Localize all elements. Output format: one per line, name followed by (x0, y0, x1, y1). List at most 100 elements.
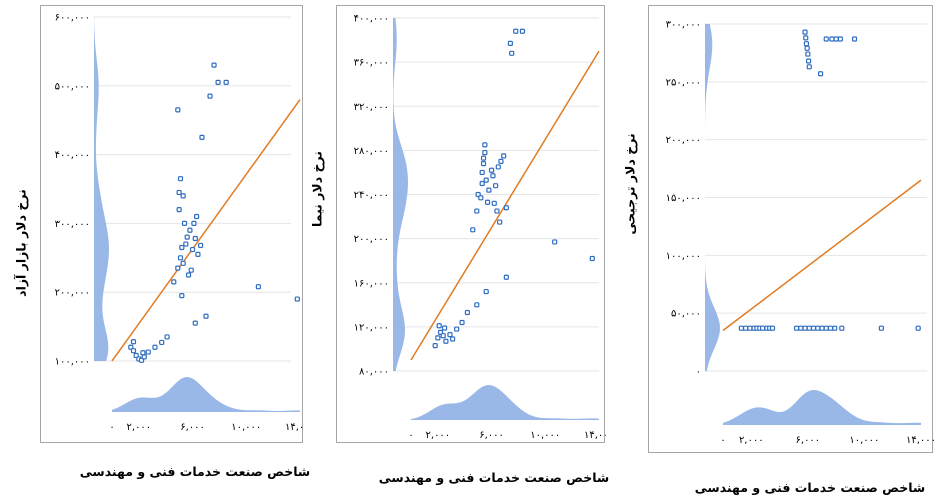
x-axis-label-nima: شاخص صنعت خدمات فنی و مهندسی (378, 470, 610, 485)
data-point (798, 325, 804, 331)
data-point (171, 279, 177, 285)
data-point (513, 28, 519, 34)
data-point (507, 40, 513, 46)
data-point (176, 189, 182, 196)
data-point (188, 267, 194, 273)
data-point (486, 187, 492, 193)
data-point (806, 64, 812, 70)
data-point (519, 28, 526, 34)
data-point (759, 325, 766, 331)
x-tick-label: ۶,۰۰۰ (180, 422, 205, 433)
data-point (484, 199, 491, 205)
data-point (832, 325, 838, 331)
x-density (112, 377, 300, 412)
x-tick-label: ۰ (109, 422, 114, 433)
data-point (829, 36, 835, 42)
data-point (803, 35, 809, 41)
data-point (207, 93, 213, 99)
data-point (839, 325, 845, 331)
data-point (479, 180, 485, 187)
y-tick-label: ۵۰,۰۰۰ (671, 309, 701, 320)
data-point (769, 325, 776, 331)
x-tick-label: ۱۰,۰۰۰ (530, 430, 560, 441)
data-point (833, 36, 839, 42)
data-point (223, 79, 229, 85)
data-point (191, 220, 197, 226)
data-point (180, 193, 186, 199)
data-point (454, 326, 460, 332)
y-density (393, 18, 408, 371)
data-point (198, 242, 204, 249)
data-point (806, 325, 812, 331)
data-point (803, 41, 810, 47)
y-tick-label: ۶۰۰,۰۰۰ (55, 13, 90, 24)
data-point (804, 45, 810, 51)
data-point (491, 200, 497, 206)
data-point (187, 227, 193, 233)
y-tick-label: ۳۰۰,۰۰۰ (666, 20, 701, 31)
data-point (482, 142, 488, 148)
data-point (817, 71, 824, 77)
y-tick-label: ۱۰۰,۰۰۰ (666, 251, 701, 262)
data-point (450, 336, 456, 342)
data-point (459, 319, 465, 326)
data-point (497, 219, 503, 225)
data-point (501, 153, 507, 159)
data-point (793, 325, 800, 331)
data-point (130, 348, 137, 354)
data-point (490, 173, 496, 179)
chart-panel-free-market: ۱۰۰,۰۰۰ ۲۰۰,۰۰۰ ۳۰۰,۰۰۰ ۴۰۰,۰۰۰ ۵۰۰,۰۰۰ ۶۰۰,۰… (14, 5, 304, 443)
y-axis-label: نرخ دلار نیما (309, 151, 325, 227)
chart-svg-free-market: ۱۰۰,۰۰۰ ۲۰۰,۰۰۰ ۳۰۰,۰۰۰ ۴۰۰,۰۰۰ ۵۰۰,۰۰۰ ۶۰۰,۰… (55, 13, 304, 434)
data-point (483, 177, 489, 183)
x-tick-label: ۱۴,۰۰۰ (285, 422, 304, 433)
y-tick-label: ۵۰۰,۰۰۰ (55, 81, 90, 92)
y-tick-label: ۱۵۰,۰۰۰ (666, 193, 701, 204)
data-point (837, 36, 843, 42)
x-tick-label: ۱۴,۰۰۰ (584, 430, 606, 441)
x-tick-label: ۱۴,۰۰۰ (906, 435, 934, 446)
data-point (738, 325, 744, 331)
data-point (215, 79, 221, 85)
data-point (743, 325, 749, 331)
trend-line (111, 99, 301, 362)
data-point (185, 272, 192, 278)
data-point (184, 234, 190, 240)
data-point (435, 335, 441, 341)
data-point (482, 149, 488, 156)
y-density (94, 17, 109, 361)
data-point (176, 207, 182, 213)
data-point (447, 331, 453, 338)
x-axis-label-free-market: شاخص صنعت خدمات فنی و مهندسی (79, 464, 311, 479)
data-point (823, 36, 829, 42)
data-point (747, 325, 753, 331)
data-point (152, 344, 158, 350)
data-point (915, 325, 921, 331)
data-point (177, 255, 184, 261)
data-point (440, 333, 446, 339)
data-point (294, 296, 300, 302)
data-point (805, 51, 811, 57)
data-point (480, 155, 487, 161)
data-point (159, 339, 165, 346)
data-point (552, 239, 558, 245)
data-point (503, 205, 509, 211)
data-point (183, 241, 189, 247)
data-point (483, 288, 489, 295)
data-point (179, 244, 185, 251)
data-point (478, 195, 484, 201)
y-tick-label: ۲۰۰,۰۰۰ (55, 288, 90, 299)
x-axis-label-preferential: شاخص صنعت خدمات فنی و مهندسی (694, 480, 926, 495)
y-tick-label: ۱۰۰,۰۰۰ (55, 357, 90, 368)
data-point (805, 58, 812, 64)
data-point (443, 338, 449, 344)
y-tick-label: ۳۰۰,۰۰۰ (55, 219, 90, 230)
data-point (810, 325, 817, 331)
x-density (723, 390, 921, 425)
data-point (815, 325, 821, 331)
y-axis-label: نرخ دلار ترجیحی (622, 133, 638, 235)
x-tick-label: ۰ (408, 430, 413, 441)
data-point (480, 161, 487, 167)
y-tick-label: ۲۸۰,۰۰۰ (354, 146, 389, 157)
x-tick-label: ۶,۰۰۰ (796, 435, 821, 446)
